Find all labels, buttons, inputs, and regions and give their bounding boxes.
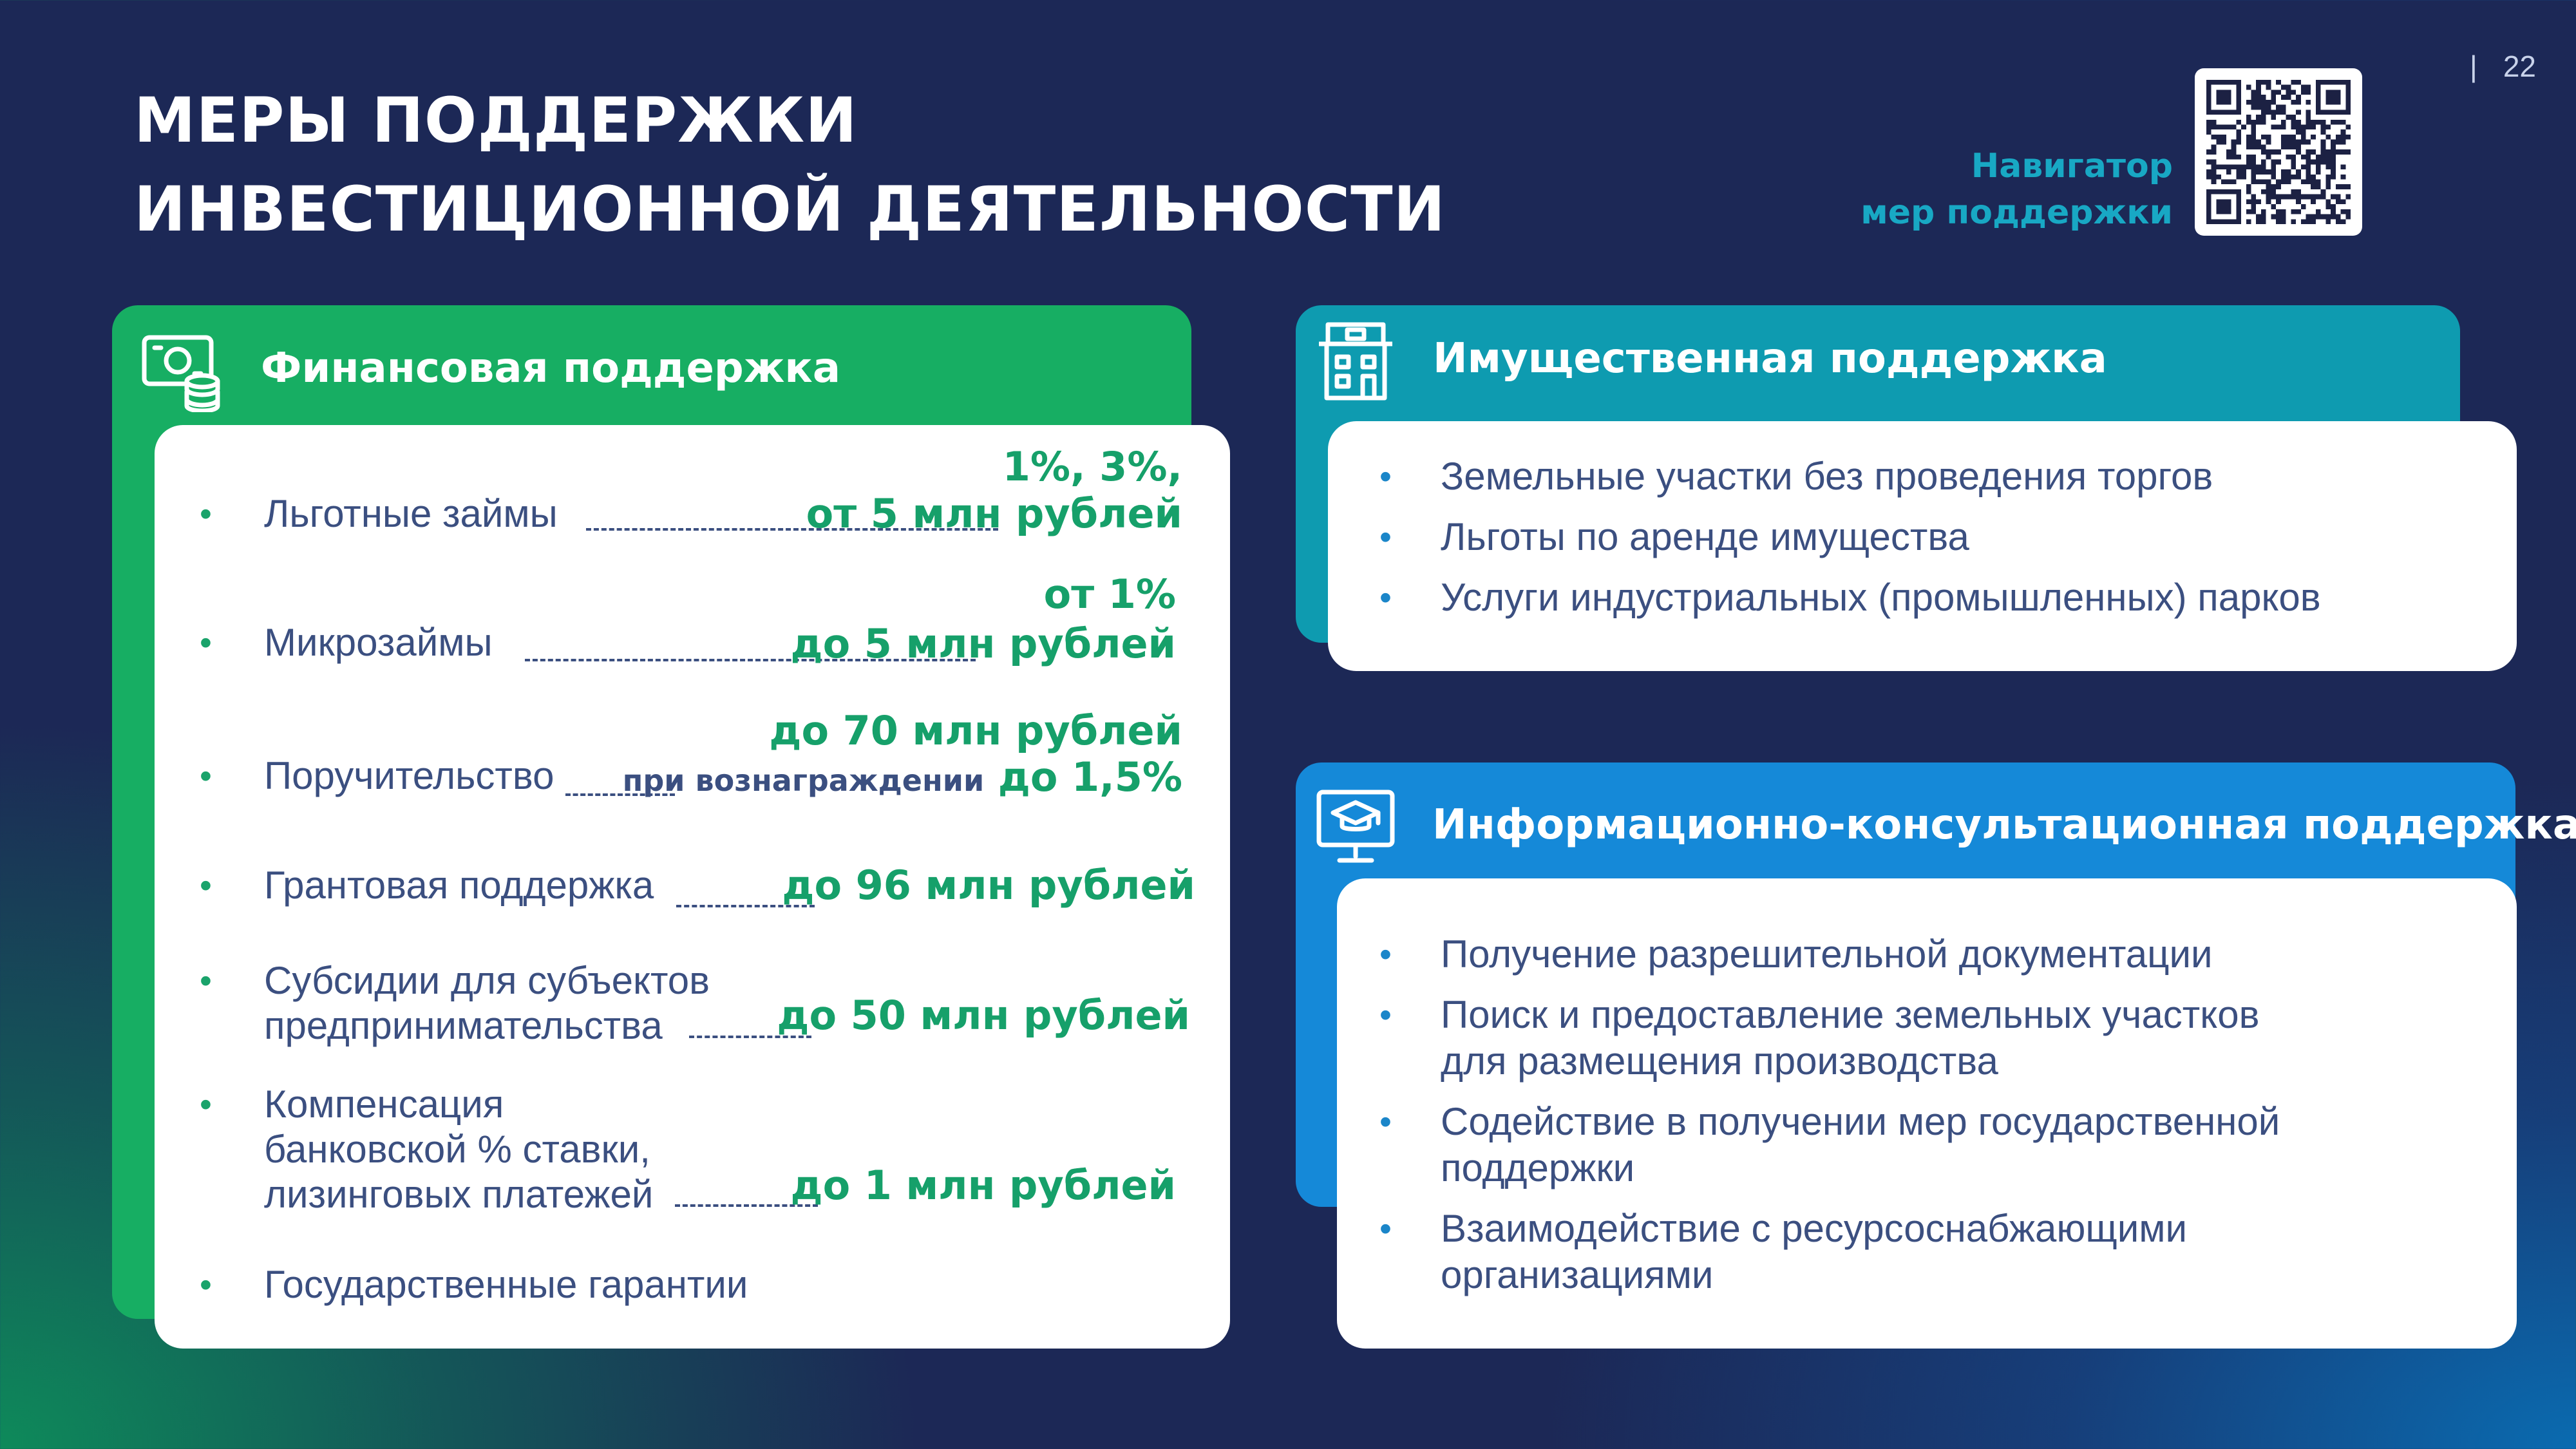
bullet: • [200,866,212,905]
info-support-card: Получение разрешительной документации По… [1337,878,2517,1349]
dashed-leader [525,659,976,661]
navigator-label-line-2: мер поддержки [1861,193,2173,232]
property-support-card: Земельные участки без проведения торгов … [1328,421,2517,671]
item-label-line-2: банковской % ставки, [264,1128,650,1171]
dashed-leader [586,528,998,531]
page-title-line-1: МЕРЫ ПОДДЕРЖКИ [134,84,858,156]
list-item: Содействие в получении мер государственн… [1379,1099,2280,1191]
item-value-line-1: от 1% [1043,571,1176,618]
page-title: МЕРЫ ПОДДЕРЖКИ ИНВЕСТИЦИОННОЙ ДЕЯТЕЛЬНОС… [134,76,1446,254]
navigator-label[interactable]: Навигатор мер поддержки [1861,143,2173,236]
dashed-leader [689,1036,811,1038]
item-value-line-2: до 96 млн рублей [782,862,1195,909]
navigator-label-line-1: Навигатор [1971,147,2173,185]
page-title-line-2: ИНВЕСТИЦИОННОЙ ДЕЯТЕЛЬНОСТИ [134,173,1446,245]
property-support-title: Имущественная поддержка [1433,335,2107,383]
building-icon [1314,319,1397,406]
item-label-line-1: Субсидии для субъектов [264,959,710,1002]
item-line-1: Содействие в получении мер государственн… [1441,1100,2280,1143]
item-label-line-3: лизинговых платежей [264,1173,654,1216]
qr-code[interactable] [2195,68,2362,236]
list-item: Земельные участки без проведения торгов [1379,453,2321,500]
item-line-1: Получение разрешительной документации [1441,933,2213,976]
bullet: • [200,757,212,795]
item-label: Микрозаймы [264,621,493,664]
item-line-2: поддержки [1441,1146,1635,1189]
financial-support-card: • Льготные займы 1%, 3%, от 5 млн рублей… [155,425,1230,1349]
info-support-list: Получение разрешительной документации По… [1379,931,2280,1298]
property-support-list: Земельные участки без проведения торгов … [1379,453,2321,621]
financial-support-title: Финансовая поддержка [261,345,840,392]
item-value-line-1: до 70 млн рублей [769,707,1182,754]
bullet: • [200,1085,212,1124]
dashed-leader [565,793,675,796]
bullet: • [200,1265,212,1304]
list-item: Поиск и предоставление земельных участко… [1379,992,2280,1084]
dashed-leader [676,905,815,907]
money-coins-icon [140,328,224,415]
list-item: Услуги индустриальных (промышленных) пар… [1379,574,2321,621]
bullet: • [200,495,212,533]
item-value-note: при вознаграждении [622,763,985,798]
list-item: Получение разрешительной документации [1379,931,2280,978]
item-line-1: Поиск и предоставление земельных участко… [1441,993,2260,1036]
list-item: Льготы по аренде имущества [1379,514,2321,560]
item-label: Грантовая поддержка [264,864,654,907]
item-label-line-2: предпринимательства [264,1004,663,1047]
bullet: • [200,623,212,662]
item-value-line-2: до 50 млн рублей [777,992,1190,1039]
dashed-leader [675,1204,818,1207]
item-line-1: Взаимодействие с ресурсоснабжающими [1441,1207,2188,1250]
item-label-line-1: Компенсация [264,1083,504,1126]
page-number: | 22 [2470,49,2536,84]
item-value-line-2: до 5 млн рублей [790,620,1176,667]
item-value-line-2: до 1 млн рублей [790,1162,1176,1209]
qr-code-icon [2206,80,2351,224]
item-line-2: организациями [1441,1253,1714,1296]
info-support-title: Информационно-консультационная поддержка [1432,801,2576,849]
item-line-2: для размещения производства [1441,1039,1998,1083]
bullet: • [200,961,212,1000]
graduation-monitor-icon [1314,783,1397,870]
item-value-line-2: от 5 млн рублей [806,490,1182,537]
item-label: Поручительство [264,754,554,797]
item-label: Государственные гарантии [264,1263,748,1306]
page-number-value: 22 [2503,50,2536,83]
item-value-line-2: до 1,5% [998,753,1182,800]
item-label: Льготные займы [264,492,558,535]
item-value-line-1: 1%, 3%, [1002,443,1182,490]
list-item: Взаимодействие с ресурсоснабжающими орга… [1379,1206,2280,1298]
page-number-separator: | [2469,50,2477,83]
